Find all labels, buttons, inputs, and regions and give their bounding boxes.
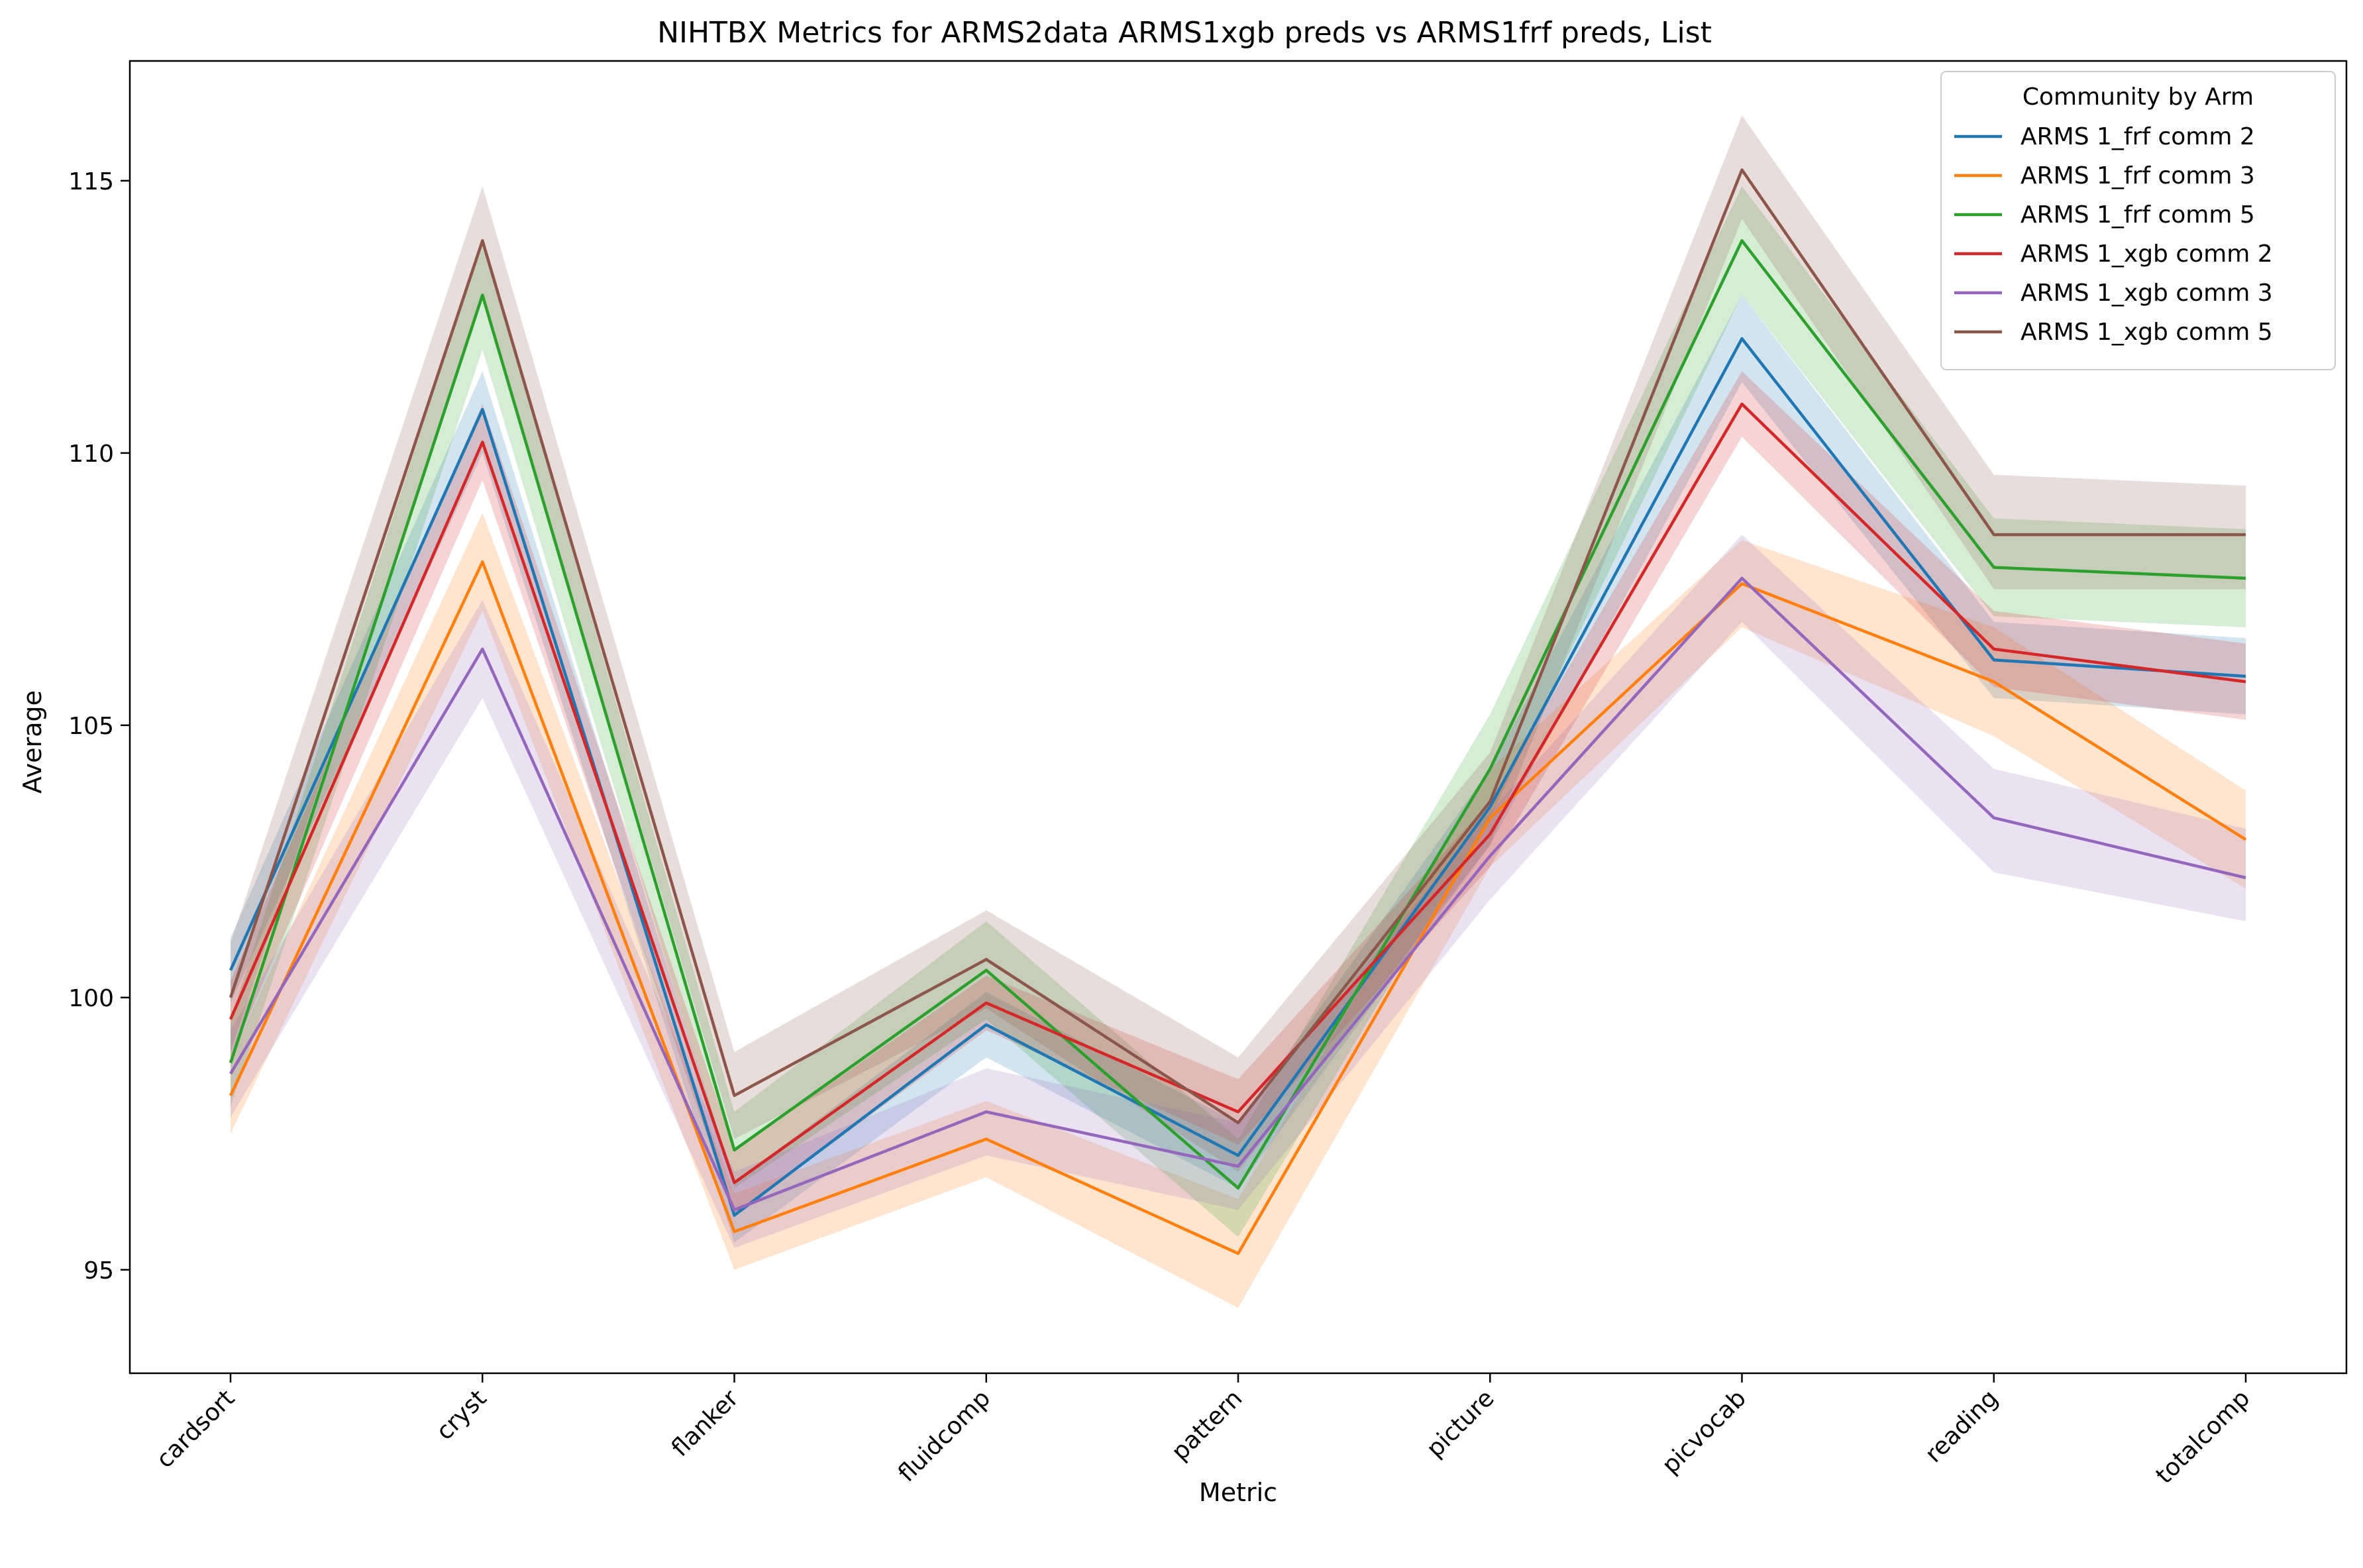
legend-entry: ARMS 1_frf comm 2 [2021, 123, 2255, 150]
x-axis-label: Metric [1199, 1478, 1277, 1507]
line-series-1 [229, 337, 2246, 1217]
chart-title: NIHTBX Metrics for ARMS2data ARMS1xgb pr… [657, 16, 1712, 50]
legend-entry: ARMS 1_xgb comm 2 [2021, 240, 2273, 268]
y-axis: 95 100 105 110 115 [68, 168, 130, 1284]
line-series-3 [229, 239, 2246, 1190]
x-tick-label: flanker [666, 1385, 744, 1462]
line-series-4 [229, 402, 2246, 1184]
y-tick-label: 110 [68, 441, 114, 468]
y-tick-label: 95 [83, 1257, 114, 1284]
x-tick-label: picture [1422, 1385, 1500, 1463]
series-lines [229, 168, 2247, 1255]
x-tick-label: picvocab [1657, 1385, 1752, 1479]
x-tick-label: totalcomp [2151, 1385, 2256, 1489]
legend: Community by Arm ARMS 1_frf comm 2 ARMS 1_… [1940, 71, 2336, 370]
legend-entry: ARMS 1_xgb comm 3 [2021, 280, 2273, 307]
y-axis-label: Average [18, 690, 47, 794]
x-tick-label: fluidcomp [893, 1385, 996, 1487]
legend-box [1940, 71, 2336, 370]
x-axis: cardsort cryst flanker fluidcomp pattern pict… [151, 1373, 2255, 1489]
line-series-5 [229, 576, 2246, 1212]
y-tick-label: 115 [68, 168, 114, 195]
x-tick-label: pattern [1167, 1385, 1248, 1466]
y-tick-label: 105 [68, 713, 114, 740]
line-series-2 [229, 560, 2247, 1255]
line-series-6 [229, 168, 2246, 1125]
legend-entry: ARMS 1_frf comm 3 [2021, 162, 2255, 189]
x-tick-label: reading [1920, 1385, 2003, 1468]
legend-entry: ARMS 1_xgb comm 5 [2021, 319, 2273, 346]
x-tick-label: cryst [431, 1385, 492, 1445]
x-tick-label: cardsort [151, 1385, 240, 1473]
legend-entry: ARMS 1_frf comm 5 [2021, 201, 2255, 229]
y-tick-label: 100 [68, 985, 114, 1012]
legend-title: Community by Arm [2022, 83, 2254, 111]
